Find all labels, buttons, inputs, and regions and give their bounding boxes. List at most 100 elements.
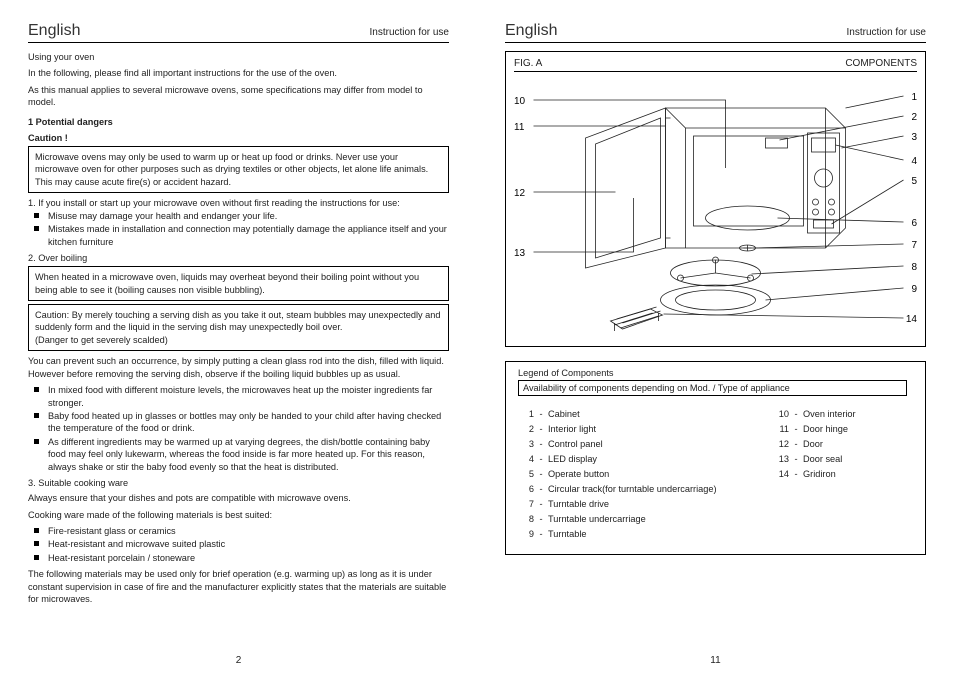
- legend-row: 10-Oven interior: [773, 409, 913, 419]
- heading-using: Using your oven: [28, 51, 449, 63]
- lang-label: English: [505, 22, 557, 40]
- legend-text: Turntable undercarriage: [548, 514, 753, 524]
- callout-8: 8: [911, 262, 917, 273]
- bullet: Misuse may damage your health and endang…: [40, 210, 449, 222]
- figure-title: COMPONENTS: [845, 58, 917, 69]
- legend-box: Legend of Components Availability of com…: [505, 361, 926, 555]
- figure-header: FIG. A COMPONENTS: [514, 58, 917, 72]
- legend-title: Legend of Components: [518, 368, 913, 378]
- bullet: In mixed food with different moisture le…: [40, 384, 449, 409]
- bullet: As different ingredients may be warmed u…: [40, 436, 449, 473]
- callout-11: 11: [514, 122, 524, 133]
- para-prevent: You can prevent such an occurrence, by s…: [28, 355, 449, 380]
- bullets-3: Fire-resistant glass or ceramics Heat-re…: [28, 525, 449, 564]
- legend-num: 11: [773, 424, 789, 434]
- legend-num: 6: [518, 484, 534, 494]
- warning-box-1: Microwave ovens may only be used to warm…: [28, 146, 449, 193]
- legend-row: 14-Gridiron: [773, 469, 913, 479]
- callout-5: 5: [911, 176, 917, 187]
- para-compat: Always ensure that your dishes and pots …: [28, 492, 449, 504]
- callout-6: 6: [911, 218, 917, 229]
- legend-row: 5-Operate button: [518, 469, 753, 479]
- para-materials: Cooking ware made of the following mater…: [28, 509, 449, 521]
- legend-num: 8: [518, 514, 534, 524]
- legend-row: 4-LED display: [518, 454, 753, 464]
- bullet: Mistakes made in installation and connec…: [40, 223, 449, 248]
- bullet: Fire-resistant glass or ceramics: [40, 525, 449, 537]
- callout-3: 3: [911, 132, 917, 143]
- callout-10: 10: [514, 96, 525, 107]
- legend-num: 3: [518, 439, 534, 449]
- callout-1: 1: [911, 92, 917, 103]
- caution-label: Caution !: [28, 133, 449, 143]
- legend-num: 10: [773, 409, 789, 419]
- bullet: Heat-resistant and microwave suited plas…: [40, 538, 449, 550]
- legend-row: 8-Turntable undercarriage: [518, 514, 753, 524]
- legend-row: 12-Door: [773, 439, 913, 449]
- figure-a-frame: FIG. A COMPONENTS 10 11 12 13 1 2 3 4 5 …: [505, 51, 926, 347]
- legend-text: Cabinet: [548, 409, 753, 419]
- callout-2: 2: [911, 112, 917, 123]
- legend-text: Interior light: [548, 424, 753, 434]
- legend-row: 7-Turntable drive: [518, 499, 753, 509]
- legend-text: Operate button: [548, 469, 753, 479]
- legend-text: Door hinge: [803, 424, 913, 434]
- legend-row: 11-Door hinge: [773, 424, 913, 434]
- microwave-diagram: 10 11 12 13 1 2 3 4 5 6 7 8 9 14: [514, 78, 917, 338]
- legend-num: 7: [518, 499, 534, 509]
- instruction-label: Instruction for use: [847, 27, 926, 38]
- legend-row: 6-Circular track(for turntable undercarr…: [518, 484, 753, 494]
- bullets-1: Misuse may damage your health and endang…: [28, 210, 449, 248]
- bullets-2: In mixed food with different moisture le…: [28, 384, 449, 473]
- legend-text: Control panel: [548, 439, 753, 449]
- legend-num: 9: [518, 529, 534, 539]
- callout-12: 12: [514, 188, 525, 199]
- callout-4: 4: [911, 156, 917, 167]
- legend-num: 14: [773, 469, 789, 479]
- callout-14: 14: [906, 314, 917, 325]
- legend-row: 13-Door seal: [773, 454, 913, 464]
- section-title-dangers: 1 Potential dangers: [28, 117, 449, 127]
- legend-row: 1-Cabinet: [518, 409, 753, 419]
- legend-text: Turntable: [548, 529, 753, 539]
- bullet: Heat-resistant porcelain / stoneware: [40, 552, 449, 564]
- legend-num: 12: [773, 439, 789, 449]
- warning-box-3: Caution: By merely touching a serving di…: [28, 304, 449, 351]
- legend-text: Oven interior: [803, 409, 913, 419]
- callout-9: 9: [911, 284, 917, 295]
- page-header: English Instruction for use: [28, 22, 449, 43]
- legend-num: 5: [518, 469, 534, 479]
- legend-num: 1: [518, 409, 534, 419]
- item-2: 2. Over boiling: [28, 253, 449, 263]
- intro-2: As this manual applies to several microw…: [28, 84, 449, 109]
- legend-text: Gridiron: [803, 469, 913, 479]
- page-left: English Instruction for use Using your o…: [0, 0, 477, 676]
- legend-text: Circular track(for turntable undercarria…: [548, 484, 753, 494]
- item-1: 1. If you install or start up your micro…: [28, 198, 449, 208]
- legend-col-left: 1-Cabinet2-Interior light3-Control panel…: [518, 404, 753, 544]
- legend-sub: Availability of components depending on …: [518, 380, 907, 396]
- legend-row: 9-Turntable: [518, 529, 753, 539]
- page-header: English Instruction for use: [505, 22, 926, 43]
- callout-13: 13: [514, 248, 525, 259]
- legend-row: 2-Interior light: [518, 424, 753, 434]
- callout-7: 7: [911, 240, 917, 251]
- legend-num: 4: [518, 454, 534, 464]
- page-number: 11: [477, 655, 954, 666]
- legend-text: LED display: [548, 454, 753, 464]
- legend-num: 13: [773, 454, 789, 464]
- item-3: 3. Suitable cooking ware: [28, 478, 449, 488]
- page-number: 2: [0, 655, 477, 666]
- intro-1: In the following, please find all import…: [28, 67, 449, 79]
- bullet: Baby food heated up in glasses or bottle…: [40, 410, 449, 435]
- microwave-svg: [514, 78, 917, 338]
- legend-text: Door: [803, 439, 913, 449]
- warning-box-2: When heated in a microwave oven, liquids…: [28, 266, 449, 301]
- legend-col-right: 10-Oven interior 11-Door hinge 12-Door 13-D…: [773, 404, 913, 544]
- legend-text: Turntable drive: [548, 499, 753, 509]
- legend-num: 2: [518, 424, 534, 434]
- figure-label: FIG. A: [514, 58, 542, 69]
- para-brief: The following materials may be used only…: [28, 568, 449, 605]
- instruction-label: Instruction for use: [370, 27, 449, 38]
- legend-text: Door seal: [803, 454, 913, 464]
